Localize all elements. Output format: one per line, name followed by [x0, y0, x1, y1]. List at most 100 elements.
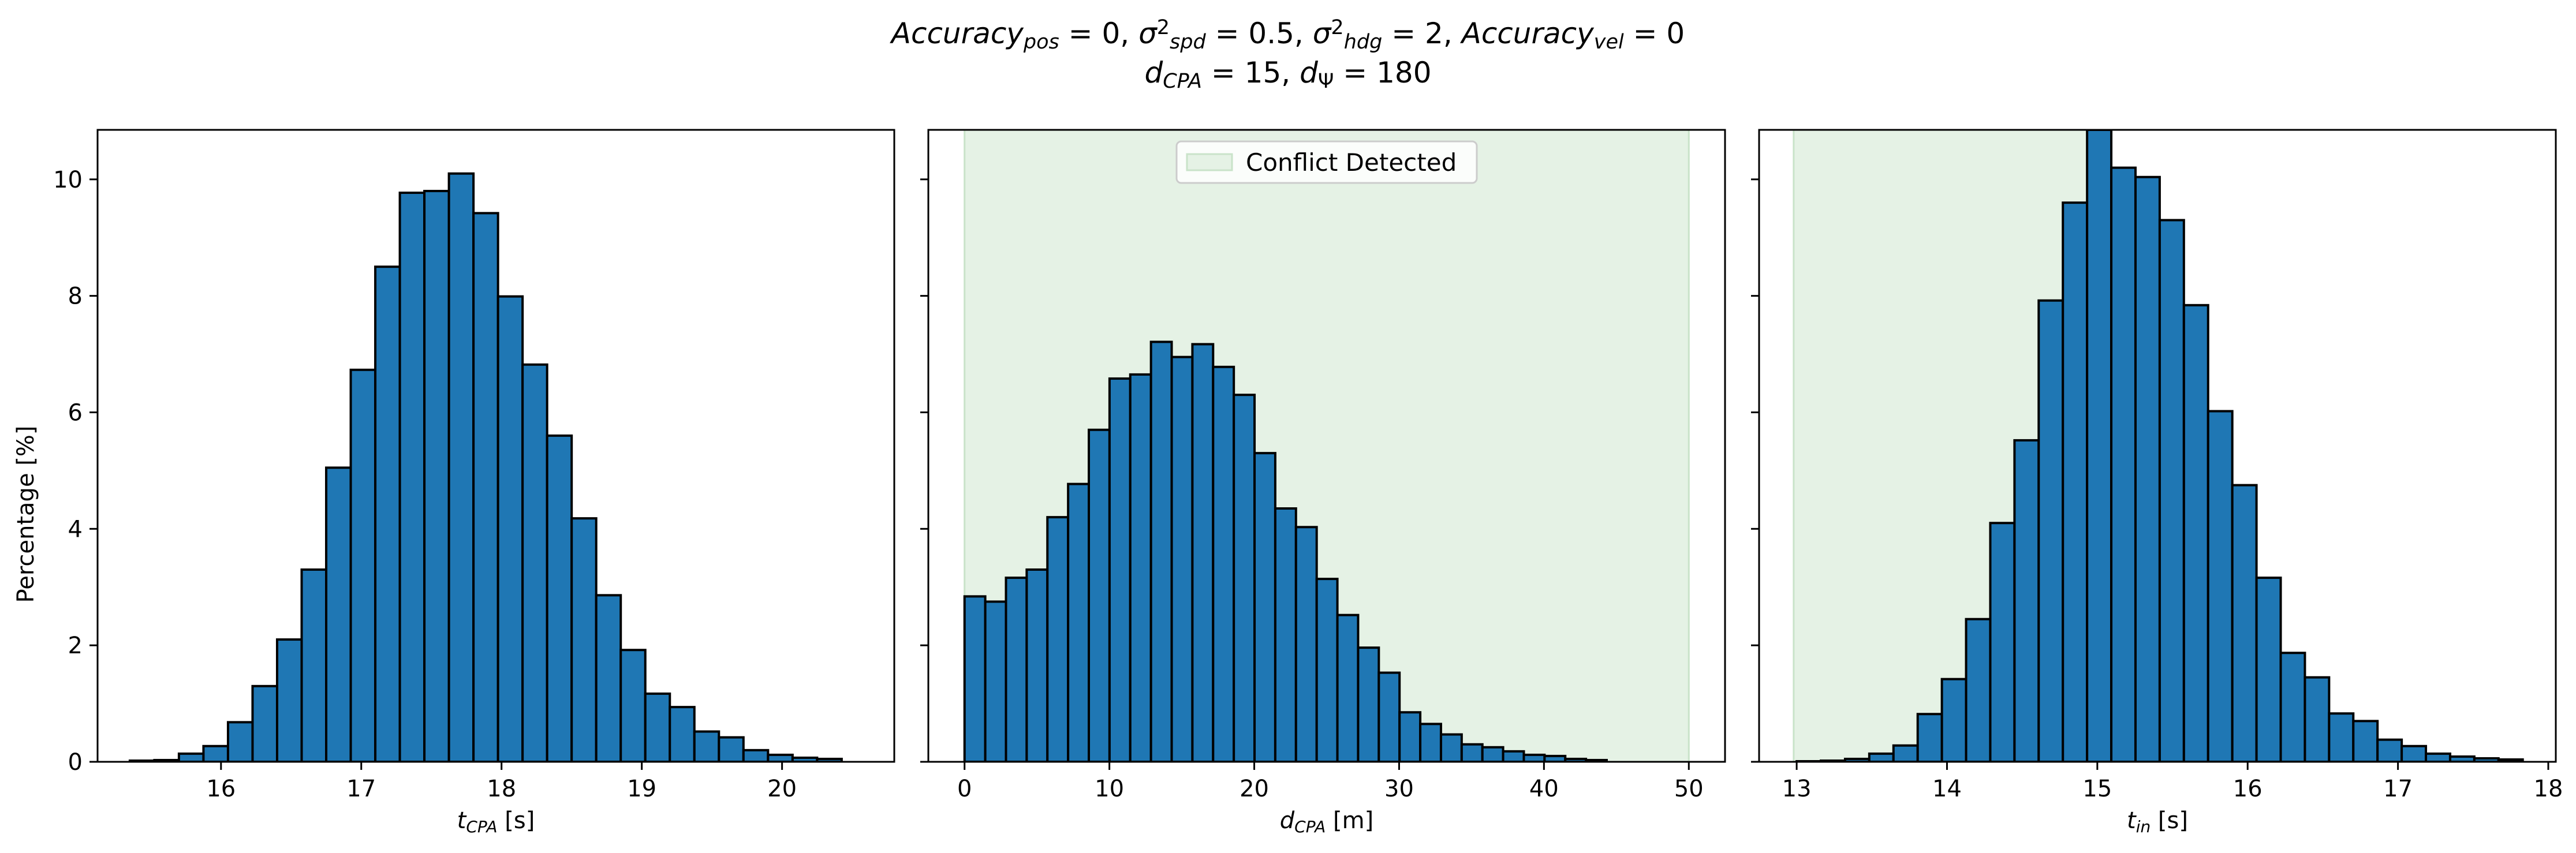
histogram-bar	[2328, 712, 2355, 762]
histogram-bar	[2207, 410, 2234, 762]
histogram-bar	[718, 736, 745, 762]
legend-label: Conflict Detected	[1246, 148, 1457, 177]
histogram-bar	[1315, 578, 1339, 762]
histogram-bar	[2182, 304, 2209, 762]
y-tick-label: 2	[68, 633, 83, 659]
x-tick-label: 18	[2534, 776, 2563, 802]
histogram-bar	[1025, 568, 1049, 762]
bars	[1795, 130, 2524, 762]
x-tick-label: 14	[1932, 776, 1962, 802]
histogram-bar	[1916, 713, 1943, 762]
histogram-bar	[1398, 711, 1422, 762]
histogram-bar	[1892, 744, 1919, 762]
histogram-bar	[595, 594, 622, 762]
x-tick-label: 20	[767, 776, 797, 802]
histogram-bar	[2013, 439, 2040, 762]
x-axis-label: dCPA [m]	[1280, 807, 1373, 836]
histogram-bar	[1046, 516, 1070, 762]
histogram-bar	[2425, 752, 2451, 762]
histogram-bar	[984, 600, 1007, 762]
x-tick-label: 13	[1782, 776, 1812, 802]
histogram-bar	[1522, 753, 1546, 762]
histogram-bar	[1067, 482, 1091, 762]
histogram-bar	[2376, 738, 2403, 762]
x-tick-label: 0	[957, 776, 972, 802]
x-tick-label: 17	[2383, 776, 2413, 802]
x-tick-label: 18	[487, 776, 516, 802]
histogram-bar	[177, 752, 205, 762]
x-tick-label: 15	[2082, 776, 2112, 802]
y-tick-label: 4	[68, 516, 83, 543]
histogram-bar	[1294, 526, 1318, 762]
histogram-bar	[2352, 720, 2379, 762]
y-tick-label: 8	[68, 283, 83, 310]
histogram-bar	[2037, 299, 2064, 762]
histogram-bar	[669, 706, 696, 762]
x-axis-label: tin [s]	[2127, 807, 2188, 836]
histogram-bar	[1149, 341, 1173, 762]
x-tick-label: 10	[1095, 776, 1124, 802]
figure-title-line2: dCPA = 15, dΨ = 180	[1144, 56, 1431, 93]
histogram-bar	[1088, 428, 1111, 762]
histogram-bar	[1253, 452, 1276, 762]
histogram-bar	[1940, 678, 1968, 762]
x-tick-label: 50	[1674, 776, 1704, 802]
histogram-bar	[202, 744, 229, 762]
histogram-bar	[1989, 522, 2016, 762]
histogram-bar	[2304, 676, 2331, 762]
axes-frame	[1758, 129, 2557, 763]
y-axis-label: Percentage [%]	[13, 426, 39, 603]
histogram-bar	[275, 638, 303, 762]
histogram-bar	[1274, 507, 1297, 762]
histogram-bar	[226, 721, 254, 762]
histogram-bar	[398, 191, 426, 762]
histogram-bar	[1233, 394, 1256, 762]
histogram-bar	[1965, 618, 1992, 762]
histogram-bar	[472, 212, 499, 762]
x-tick-label: 40	[1529, 776, 1559, 802]
histogram-bar	[963, 595, 987, 762]
x-tick-label: 19	[627, 776, 656, 802]
histogram-bar	[2158, 219, 2185, 762]
axes-frame	[927, 129, 1726, 763]
y-tick-label: 6	[68, 399, 83, 426]
figure-title-line1: Accuracypos = 0, σ2spd = 0.5, σ2hdg = 2,…	[890, 16, 1685, 54]
histogram-bar	[2086, 130, 2113, 762]
bars	[128, 172, 843, 762]
histogram-bar	[2497, 758, 2524, 762]
panel-dcpa: 0 10 20 30 40 50 dCPA [m] Conflict Detected	[920, 129, 1726, 836]
histogram-bar	[693, 730, 720, 762]
histogram-bar	[1212, 365, 1235, 762]
histogram-bar	[1439, 733, 1463, 762]
histogram-bar	[374, 265, 401, 762]
x-tick-label: 16	[206, 776, 236, 802]
x-axis-label: tCPA [s]	[457, 807, 535, 836]
histogram-bar	[767, 753, 794, 762]
histogram-bar	[496, 295, 524, 762]
histogram-bar	[644, 692, 671, 762]
x-tick-label: 30	[1384, 776, 1414, 802]
histogram-bar	[1502, 750, 1525, 762]
x-tick-label: 20	[1240, 776, 1269, 802]
histogram-bar	[300, 568, 328, 762]
histogram-bar	[2231, 484, 2258, 762]
histogram-bar	[1377, 671, 1401, 762]
histogram-bar	[423, 189, 450, 762]
histogram-bar	[251, 684, 278, 762]
histogram-bar	[447, 172, 475, 762]
histogram-bar	[546, 434, 573, 762]
histogram-bar	[742, 749, 770, 762]
histogram-bar	[1868, 752, 1895, 762]
x-tick-label: 16	[2233, 776, 2263, 802]
legend: Conflict Detected	[1175, 140, 1478, 184]
histogram-bar	[619, 649, 647, 762]
axes-frame	[96, 129, 895, 763]
histogram-bar	[1460, 743, 1484, 762]
histogram-bar	[521, 363, 548, 762]
histogram-bar	[1191, 343, 1215, 762]
histogram-bar	[1129, 373, 1152, 762]
histogram-bar	[1005, 577, 1028, 762]
histogram-bar	[1357, 646, 1380, 762]
histogram-bar	[2134, 175, 2161, 762]
